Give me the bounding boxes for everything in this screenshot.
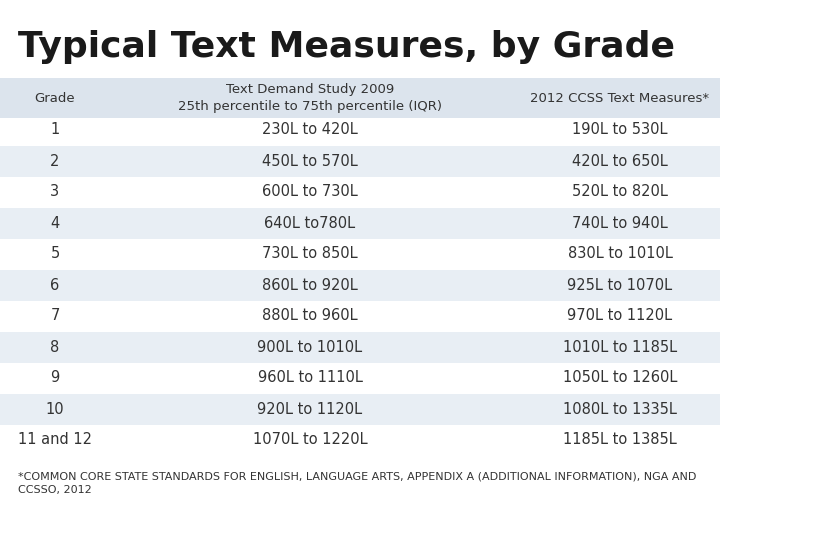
- Text: 5: 5: [50, 246, 60, 262]
- Bar: [0, 393, 720, 424]
- Text: 2: 2: [50, 154, 60, 168]
- Text: 11 and 12: 11 and 12: [18, 432, 92, 448]
- Text: 7: 7: [50, 309, 60, 324]
- Text: 1070L to 1220L: 1070L to 1220L: [252, 432, 367, 448]
- Text: 1080L to 1335L: 1080L to 1335L: [563, 401, 677, 416]
- Text: 640L to780L: 640L to780L: [264, 215, 356, 230]
- Text: 970L to 1120L: 970L to 1120L: [567, 309, 672, 324]
- Text: *COMMON CORE STATE STANDARDS FOR ENGLISH, LANGUAGE ARTS, APPENDIX A (ADDITIONAL : *COMMON CORE STATE STANDARDS FOR ENGLISH…: [18, 472, 696, 495]
- Text: 8: 8: [50, 340, 60, 354]
- Bar: [0, 270, 720, 301]
- Text: 420L to 650L: 420L to 650L: [572, 154, 668, 168]
- Text: 600L to 730L: 600L to 730L: [262, 184, 358, 199]
- Text: 920L to 1120L: 920L to 1120L: [257, 401, 362, 416]
- Bar: [0, 207, 720, 238]
- Text: 1050L to 1260L: 1050L to 1260L: [563, 370, 677, 385]
- Text: 1: 1: [50, 123, 60, 138]
- Text: 190L to 530L: 190L to 530L: [572, 123, 668, 138]
- Text: 520L to 820L: 520L to 820L: [572, 184, 668, 199]
- Bar: [0, 332, 720, 362]
- Text: 730L to 850L: 730L to 850L: [262, 246, 358, 262]
- Text: 740L to 940L: 740L to 940L: [572, 215, 668, 230]
- Text: 925L to 1070L: 925L to 1070L: [567, 278, 672, 293]
- Text: 860L to 920L: 860L to 920L: [262, 278, 358, 293]
- Text: 9: 9: [50, 370, 60, 385]
- Text: 900L to 1010L: 900L to 1010L: [257, 340, 362, 354]
- Text: Typical Text Measures, by Grade: Typical Text Measures, by Grade: [18, 30, 675, 64]
- Text: 960L to 1110L: 960L to 1110L: [257, 370, 362, 385]
- Text: 10: 10: [46, 401, 64, 416]
- Text: 450L to 570L: 450L to 570L: [262, 154, 358, 168]
- Text: Text Demand Study 2009
25th percentile to 75th percentile (IQR): Text Demand Study 2009 25th percentile t…: [178, 83, 442, 113]
- Text: 1185L to 1385L: 1185L to 1385L: [563, 432, 677, 448]
- Text: Grade: Grade: [35, 92, 75, 104]
- Text: 4: 4: [50, 215, 60, 230]
- Text: 6: 6: [50, 278, 60, 293]
- Bar: [0, 146, 720, 176]
- Text: 2012 CCSS Text Measures*: 2012 CCSS Text Measures*: [531, 92, 710, 104]
- Bar: [0, 78, 720, 118]
- Text: 230L to 420L: 230L to 420L: [262, 123, 358, 138]
- Text: 830L to 1010L: 830L to 1010L: [567, 246, 672, 262]
- Text: 1010L to 1185L: 1010L to 1185L: [563, 340, 677, 354]
- Text: 880L to 960L: 880L to 960L: [262, 309, 358, 324]
- Text: 3: 3: [51, 184, 60, 199]
